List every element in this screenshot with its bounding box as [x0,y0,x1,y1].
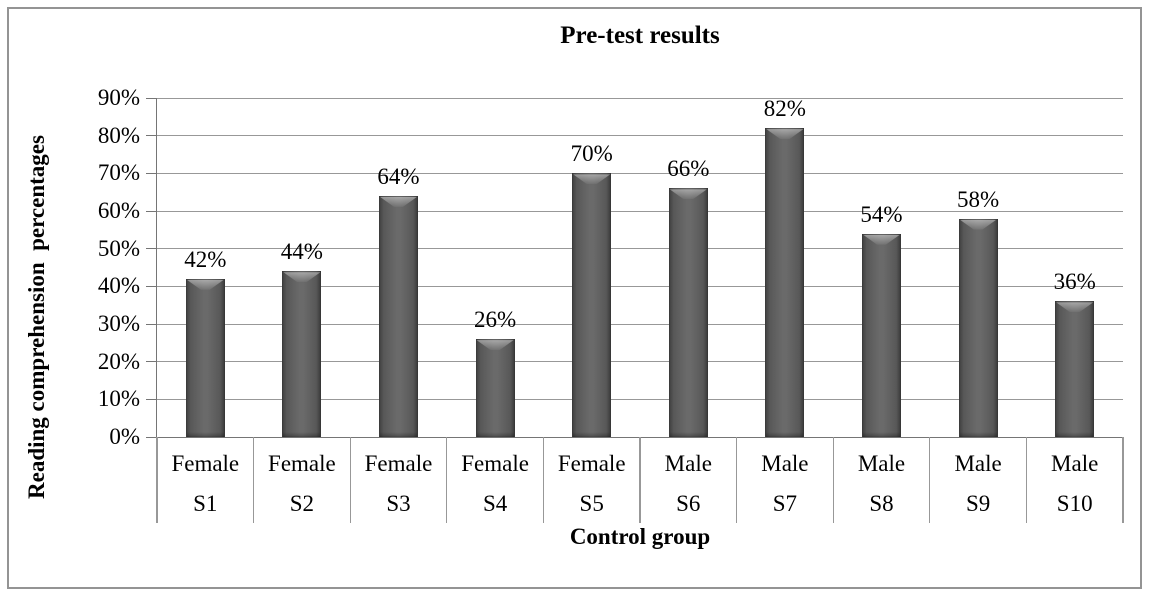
bar-value-label: 64% [377,163,420,189]
bar-value-label: 66% [667,156,710,182]
y-tick-label: 70% [97,160,140,186]
category-gender-label: Female [557,451,626,476]
bar [475,339,515,437]
bar-value-label: 36% [1053,269,1096,295]
bar [1055,301,1095,437]
y-tick-mark [146,323,157,325]
y-tick-label: 50% [97,235,140,261]
y-tick-mark [146,248,157,250]
category-id-label: S3 [386,491,411,516]
category-gender-label: Female [364,451,433,476]
category-separator [1025,437,1028,523]
category-id-label: S6 [676,491,701,516]
category-id-label: S1 [193,491,218,516]
bar-value-label: 42% [184,246,227,272]
y-tick-mark [146,398,157,401]
y-tick-label: 90% [97,85,140,110]
bar [185,278,225,438]
category-id-label: S9 [965,491,991,516]
category-separator [735,437,738,523]
y-tick-label: 30% [97,311,140,336]
bar [379,195,418,438]
x-axis-title: Control group [569,524,711,549]
bar-value-label: 26% [474,307,517,333]
y-axis-line [156,98,158,438]
category-id-label: S10 [1056,491,1093,516]
category-separator [929,437,931,523]
category-gender-label: Female [268,451,336,476]
y-tick-label: 60% [97,198,140,223]
y-tick-mark [146,285,157,288]
category-gender-label: Female [171,451,240,476]
y-tick-mark [146,97,157,99]
category-id-label: S7 [772,491,798,516]
category-separator [446,437,448,523]
bar [572,173,612,437]
gridline [157,248,1123,250]
y-tick-mark [146,172,157,175]
bar [862,233,901,438]
category-gender-label: Male [1051,451,1099,476]
category-separator [156,437,158,523]
y-tick-label: 0% [109,424,140,449]
y-tick-mark [146,135,157,137]
gridline [157,323,1123,325]
gridline [157,285,1123,288]
gridline [157,398,1123,401]
category-separator [349,437,351,523]
bar [765,128,805,437]
category-separator [252,437,255,523]
gridline [157,361,1123,363]
y-tick-label: 40% [97,273,140,299]
y-tick-mark [146,436,157,438]
bar [282,271,322,437]
chart-title: Pre-test results [560,22,720,49]
gridline [157,172,1123,175]
bar-value-label: 54% [860,201,903,227]
category-id-label: S5 [579,491,604,516]
y-tick-label: 10% [97,386,140,412]
y-axis-title: Reading comprehension percentages [24,135,49,499]
y-tick-label: 20% [97,348,140,374]
category-gender-label: Female [461,451,529,476]
category-separator [832,437,834,523]
category-separator [542,437,545,523]
category-separator [639,437,641,523]
category-gender-label: Male [664,451,712,476]
category-gender-label: Male [954,451,1002,476]
y-tick-mark [146,210,157,212]
gridline [157,97,1123,99]
gridline [157,135,1123,137]
bar-value-label: 58% [957,186,1000,212]
category-gender-label: Male [857,451,906,476]
category-id-label: S4 [482,491,508,516]
gridline [157,210,1123,212]
category-gender-label: Male [761,451,809,476]
y-tick-mark [146,361,157,363]
category-id-label: S2 [289,491,315,516]
bar [958,218,998,438]
bar [668,188,708,437]
bar-value-label: 44% [280,239,323,265]
bar-value-label: 82% [763,96,806,122]
category-id-label: S8 [869,491,894,516]
category-separator [1122,437,1124,523]
y-tick-label: 80% [97,122,140,148]
bar-value-label: 70% [570,141,613,167]
